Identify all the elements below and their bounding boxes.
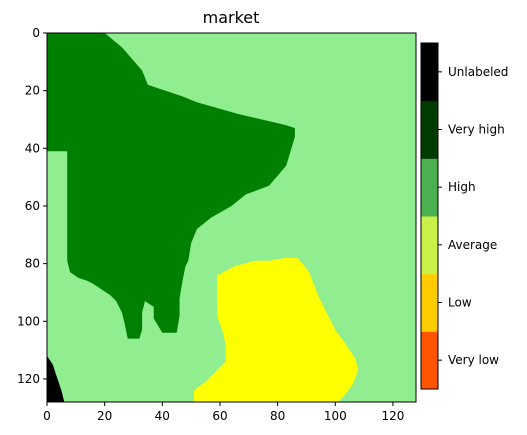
colorbar-label: Average: [448, 238, 497, 252]
colorbar-label: Very low: [448, 353, 499, 367]
y-tick-label: 80: [25, 257, 40, 271]
y-tick-label: 120: [17, 372, 40, 386]
x-tick-label: 100: [324, 409, 347, 423]
colorbar-swatch: [421, 273, 438, 332]
dark-green-region: [47, 33, 295, 339]
colorbar-label: High: [448, 180, 476, 194]
x-axis: 0 20 40 60 80 100 120: [43, 402, 404, 423]
x-tick-label: 60: [212, 409, 227, 423]
colorbar-label: Unlabeled: [448, 65, 508, 79]
map-frame: [46, 32, 417, 403]
map-title: market: [203, 8, 260, 27]
x-tick-label: 0: [43, 409, 51, 423]
y-tick-label: 60: [25, 199, 40, 213]
colorbar: Very low Low Average High Very high Unlabeled: [420, 42, 508, 390]
yellow-region: [194, 257, 359, 402]
y-tick-label: 40: [25, 141, 40, 155]
unlabeled-corner-region: [47, 355, 65, 402]
y-tick-label: 100: [17, 314, 40, 328]
y-tick-label: 0: [32, 26, 40, 40]
x-tick-label: 120: [381, 409, 404, 423]
colorbar-swatch: [421, 216, 438, 275]
x-tick-label: 80: [270, 409, 285, 423]
x-tick-label: 40: [155, 409, 170, 423]
colorbar-swatch: [421, 43, 438, 102]
colorbar-swatch: [421, 331, 438, 390]
x-tick-label: 20: [97, 409, 112, 423]
colorbar-swatch: [421, 100, 438, 159]
colorbar-frame: [420, 42, 439, 390]
colorbar-swatch: [421, 158, 438, 217]
colorbar-label: Low: [448, 296, 472, 310]
y-axis: 0 20 40 60 80 100 120: [17, 26, 47, 386]
map-canvas: [46, 32, 417, 403]
colorbar-label: Very high: [448, 123, 505, 137]
y-tick-label: 20: [25, 84, 40, 98]
